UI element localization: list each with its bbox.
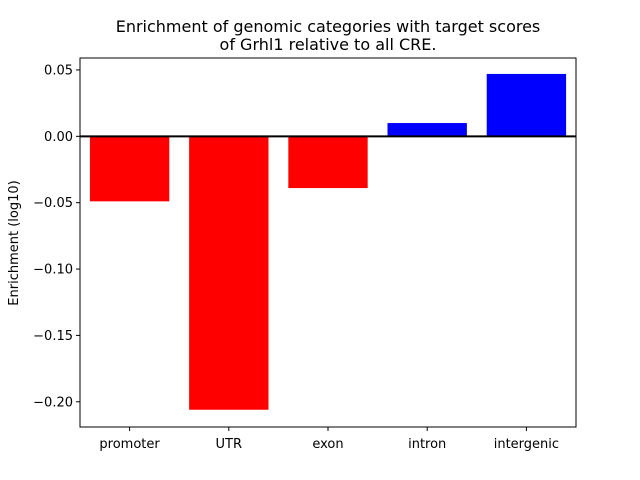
y-tick-label: −0.05 bbox=[33, 196, 73, 211]
bar-exon bbox=[288, 136, 368, 189]
x-tick-label-promoter: promoter bbox=[99, 437, 160, 452]
y-tick-label: −0.10 bbox=[33, 263, 73, 278]
y-tick-label: −0.15 bbox=[33, 329, 73, 344]
chart-title-line-2: of Grhl1 relative to all CRE. bbox=[220, 35, 437, 54]
x-tick-label-intergenic: intergenic bbox=[494, 437, 559, 452]
bar-promoter bbox=[89, 136, 170, 202]
x-tick-label-UTR: UTR bbox=[216, 437, 243, 452]
y-tick-label: −0.20 bbox=[33, 395, 73, 410]
x-tick-label-exon: exon bbox=[312, 437, 343, 452]
x-axis: promoter UTR exon intron intergenic bbox=[99, 427, 559, 452]
plot-frame bbox=[79, 57, 577, 428]
x-tick-label-intron: intron bbox=[408, 437, 446, 452]
bar-UTR bbox=[189, 136, 269, 410]
bar-intergenic bbox=[486, 73, 567, 137]
y-tick-label: 0.05 bbox=[44, 63, 73, 78]
y-tick-label: 0.00 bbox=[44, 130, 73, 145]
bar-intron bbox=[387, 123, 467, 137]
bars-group bbox=[89, 73, 567, 410]
chart-title-line-1: Enrichment of genomic categories with ta… bbox=[116, 17, 541, 36]
y-axis: 0.05 0.00 −0.05 −0.10 −0.15 −0.20 bbox=[33, 63, 80, 410]
y-axis-label: Enrichment (log10) bbox=[7, 180, 22, 305]
